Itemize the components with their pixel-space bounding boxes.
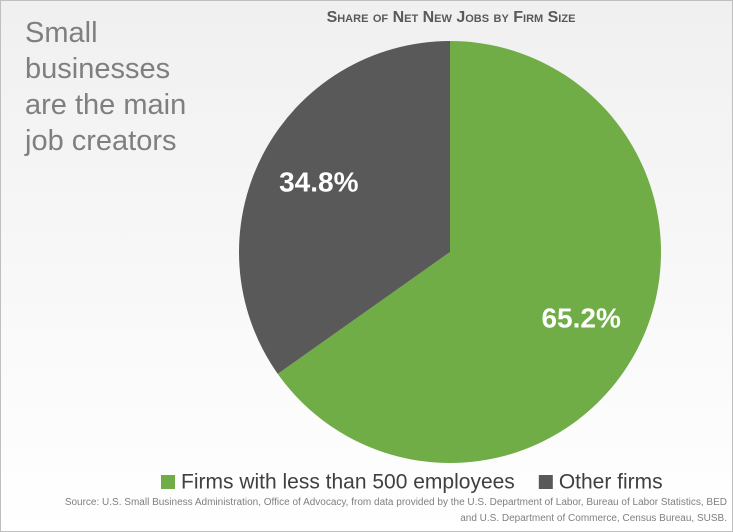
legend-swatch: [538, 475, 553, 489]
slice-label: 34.8%: [279, 167, 358, 198]
legend-swatch: [161, 475, 175, 489]
legend-label: Other firms: [559, 471, 663, 494]
legend-label: Firms with less than 500 employees: [181, 471, 515, 494]
chart-title: Share of Net New Jobs by Firm Size: [326, 9, 576, 26]
slice-label: 65.2%: [541, 302, 620, 333]
source-note: Source: U.S. Small Business Administrati…: [64, 497, 727, 524]
pie-slice: [239, 40, 450, 374]
headline: Small businesses are the main job creato…: [25, 17, 187, 157]
pie-slice: [277, 41, 661, 463]
